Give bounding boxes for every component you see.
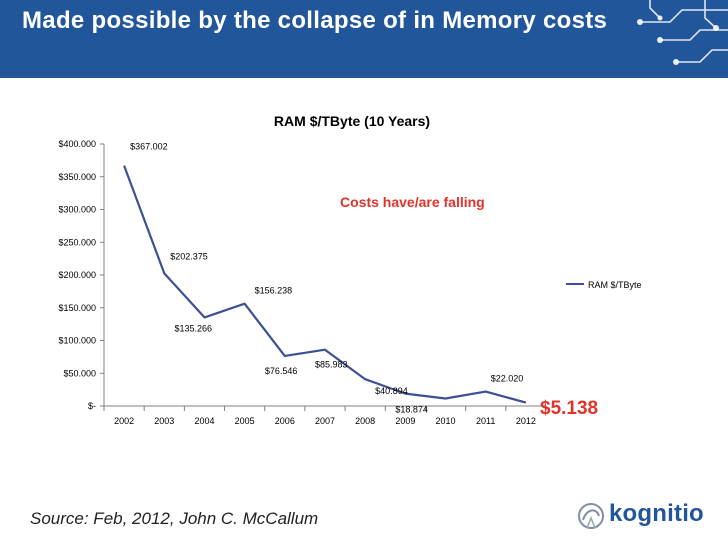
x-tick-label: 2005 bbox=[235, 416, 255, 426]
data-label: $367.002 bbox=[130, 142, 168, 152]
y-tick-label: $- bbox=[88, 401, 96, 411]
data-label: $22.020 bbox=[491, 374, 524, 384]
y-tick-label: $200.000 bbox=[58, 270, 96, 280]
y-tick-label: $250.000 bbox=[58, 237, 96, 247]
y-tick-label: $150.000 bbox=[58, 303, 96, 313]
x-tick-label: 2004 bbox=[194, 416, 214, 426]
y-tick-label: $350.000 bbox=[58, 172, 96, 182]
x-tick-label: 2010 bbox=[436, 416, 456, 426]
series-line-ram-per-tbyte bbox=[123, 165, 527, 404]
kognitio-logo: kognitio bbox=[577, 496, 717, 536]
data-label: $40.894 bbox=[375, 386, 408, 396]
x-tick-label: 2012 bbox=[516, 416, 536, 426]
y-tick-label: $300.000 bbox=[58, 205, 96, 215]
logo-mark-icon bbox=[578, 503, 604, 529]
brand-name: kognitio bbox=[609, 500, 704, 527]
data-label: $202.375 bbox=[170, 251, 208, 261]
data-label: $135.266 bbox=[174, 323, 212, 333]
data-label: $156.238 bbox=[255, 286, 293, 296]
chart: RAM $/TByte (10 Years) $400.000 $350.000 $… bbox=[58, 113, 642, 426]
y-tick-label: $100.000 bbox=[58, 336, 96, 346]
x-tick-label: 2009 bbox=[395, 416, 415, 426]
x-tick-label: 2002 bbox=[114, 416, 134, 426]
y-tick-label: $50.000 bbox=[63, 368, 96, 378]
final-value-annotation: $5.138 bbox=[540, 398, 598, 419]
x-tick-label: 2006 bbox=[275, 416, 295, 426]
slide-title: Made possible by the collapse of in Memo… bbox=[22, 7, 608, 34]
circuit-pattern-decoration bbox=[637, 0, 728, 65]
x-tick-label: 2007 bbox=[315, 416, 335, 426]
y-tick-label: $400.000 bbox=[58, 139, 96, 149]
x-tick-label: 2003 bbox=[154, 416, 174, 426]
chart-title: RAM $/TByte (10 Years) bbox=[274, 113, 430, 129]
x-tick-label: 2011 bbox=[476, 416, 495, 426]
legend-label: RAM $/TByte bbox=[588, 280, 642, 290]
data-label: $76.546 bbox=[265, 366, 298, 376]
data-label: $18.874 bbox=[395, 405, 428, 415]
data-label: $85.983 bbox=[315, 360, 348, 370]
x-tick-label: 2008 bbox=[355, 416, 375, 426]
title-bar: Made possible by the collapse of in Memo… bbox=[0, 0, 728, 78]
source-citation: Source: Feb, 2012, John C. McCallum bbox=[30, 509, 319, 528]
callout-annotation: Costs have/are falling bbox=[340, 194, 485, 210]
